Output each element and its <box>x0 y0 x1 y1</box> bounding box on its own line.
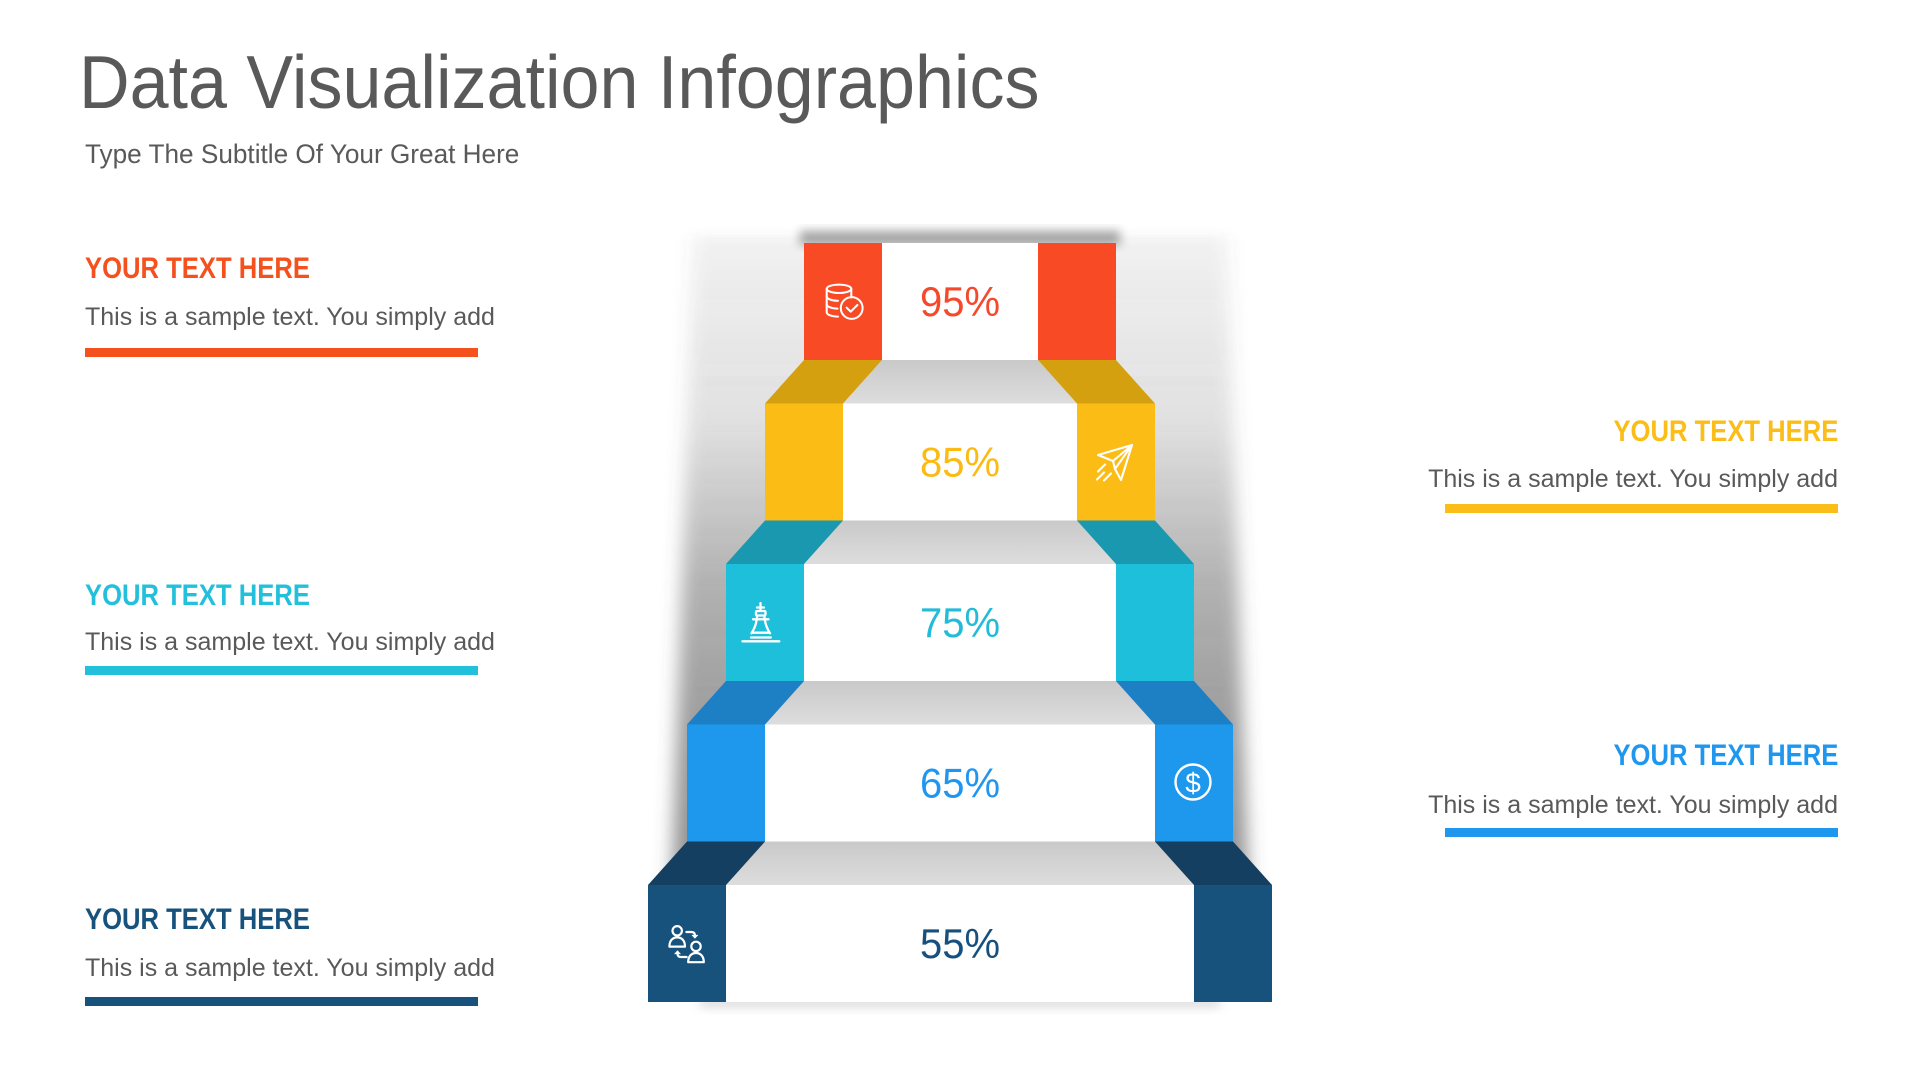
svg-text:$: $ <box>1185 768 1201 799</box>
svg-text:85%: 85% <box>920 439 1000 486</box>
svg-text:75%: 75% <box>920 599 1000 646</box>
svg-text:95%: 95% <box>920 278 1000 325</box>
svg-text:55%: 55% <box>920 920 1000 967</box>
svg-text:65%: 65% <box>920 760 1000 807</box>
